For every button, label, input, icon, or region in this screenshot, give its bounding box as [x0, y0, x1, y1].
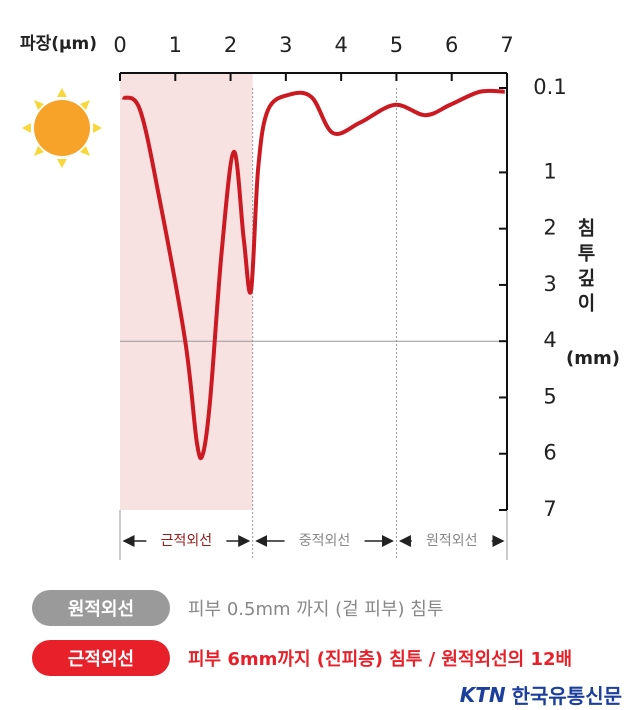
- legend-item: 원적외선 피부 0.5mm 까지 (겉 피부) 침투: [32, 590, 443, 626]
- chart: 파장(µm) 0 1 2 3 4 5 6 7 0.1 1 2 3 4 5 6 7 근적외선 중적외선 원적외선: [20, 33, 567, 560]
- y-tick-label: 7: [543, 497, 556, 521]
- y-tick-label: 1: [543, 159, 556, 183]
- x-axis-label: 파장(µm): [20, 34, 97, 54]
- legend-item: 근적외선 피부 6mm까지 (진피층) 침투 / 원적외선의 12배: [32, 640, 572, 676]
- logo-mark: KTN: [459, 682, 506, 707]
- y-tick-label: 5: [543, 384, 556, 408]
- band-label-bg: [411, 531, 492, 551]
- x-tick-label: 1: [169, 33, 182, 57]
- y-tick-label: 3: [543, 272, 556, 296]
- band-label: 원적외선: [426, 533, 478, 549]
- band-label-bg: [146, 531, 227, 551]
- logo-name: 한국유통신문: [511, 684, 622, 708]
- x-tick-label: 0: [113, 33, 126, 57]
- x-tick-label: 4: [334, 33, 347, 57]
- x-tick-label: 3: [279, 33, 292, 57]
- band-label-bg: [284, 531, 365, 551]
- y-tick-label: 2: [543, 216, 556, 240]
- legend-text: 피부 6mm까지 (진피층) 침투 / 원적외선의 12배: [188, 649, 573, 670]
- logo: KTN 한국유통신문: [460, 680, 622, 709]
- band-shade: [120, 73, 253, 510]
- legend-badge: 원적외선: [32, 590, 170, 626]
- x-tick-label: 6: [445, 33, 458, 57]
- band-label: 중적외선: [299, 533, 351, 549]
- y-axis-unit: (mm): [566, 348, 620, 369]
- legend-badge: 근적외선: [32, 640, 170, 676]
- y-tick-label: 4: [543, 328, 556, 352]
- y-tick-label: 6: [543, 441, 556, 465]
- legend-text: 피부 0.5mm 까지 (겉 피부) 침투: [188, 599, 444, 620]
- y-axis-label: 침투깊이: [574, 218, 596, 318]
- line: [121, 88, 505, 461]
- x-tick-label: 2: [224, 33, 237, 57]
- band-label: 근적외선: [161, 533, 213, 549]
- x-tick-label: 5: [390, 33, 403, 57]
- x-tick-label: 7: [500, 33, 513, 57]
- sun-icon: [22, 88, 102, 168]
- y-tick-label: 0.1: [533, 75, 566, 99]
